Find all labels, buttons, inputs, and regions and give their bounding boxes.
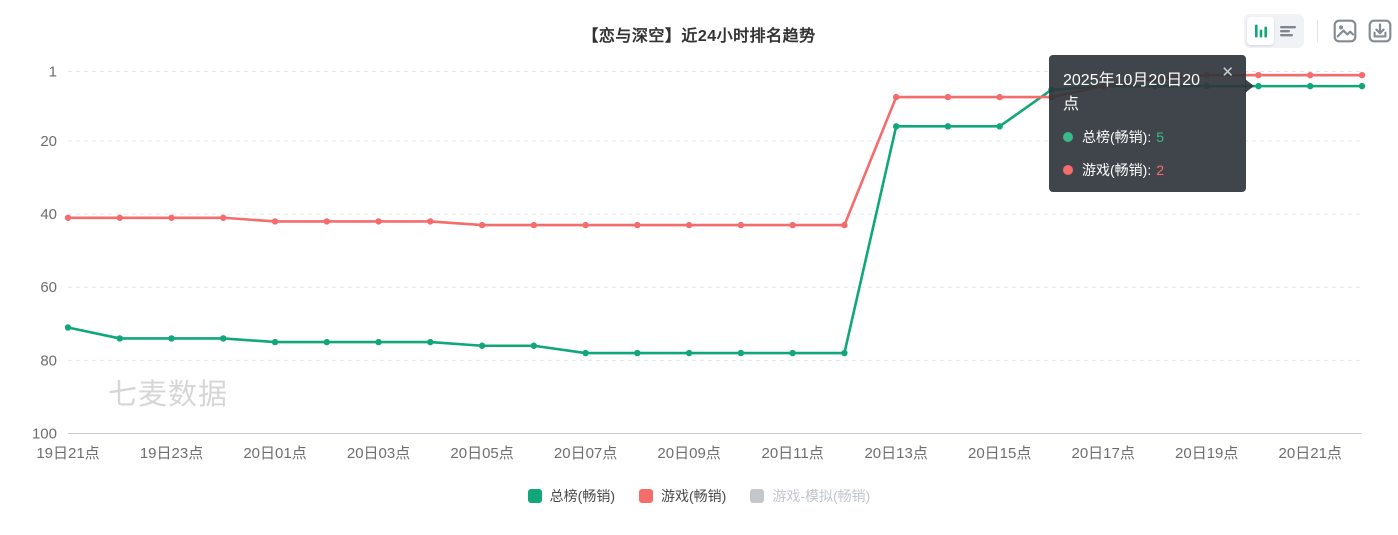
- data-point[interactable]: [634, 221, 641, 229]
- tooltip-title: 2025年10月20日20点: [1063, 72, 1200, 113]
- data-point[interactable]: [1255, 82, 1262, 90]
- watermark: 七麦数据: [108, 379, 229, 411]
- tooltip-series-value: 2: [1156, 162, 1165, 178]
- tooltip-row: 总榜(畅销): 5: [1063, 127, 1234, 147]
- data-point[interactable]: [427, 218, 434, 225]
- x-axis-label: 20日05点: [450, 445, 513, 462]
- chart-view-button[interactable]: [1247, 17, 1274, 45]
- x-axis-label: 20日13点: [864, 445, 927, 462]
- x-axis-label: 20日11点: [762, 445, 824, 462]
- bar-chart-icon: [1254, 24, 1267, 38]
- data-point[interactable]: [323, 338, 330, 346]
- data-point[interactable]: [530, 221, 538, 229]
- export-image-button[interactable]: [1331, 17, 1359, 45]
- x-axis-label: 20日21点: [1279, 445, 1342, 462]
- tooltip-series-label: 游戏(畅销):: [1082, 162, 1152, 178]
- data-point[interactable]: [944, 123, 952, 130]
- data-point[interactable]: [271, 218, 279, 225]
- y-axis-label: 60: [40, 279, 57, 296]
- toolbar: [1244, 14, 1395, 48]
- x-axis-label: 20日19点: [1175, 445, 1238, 462]
- data-point[interactable]: [375, 338, 382, 346]
- view-toggle: [1244, 14, 1304, 48]
- x-axis-label: 20日09点: [657, 445, 720, 462]
- series-dot-icon: [1063, 165, 1073, 175]
- data-point[interactable]: [737, 221, 745, 229]
- tooltip-series-value: 5: [1156, 129, 1165, 145]
- data-point[interactable]: [168, 214, 175, 221]
- x-axis-label: 20日07点: [554, 445, 617, 462]
- data-point[interactable]: [271, 338, 279, 346]
- data-point[interactable]: [427, 338, 434, 346]
- data-point[interactable]: [530, 342, 538, 349]
- download-button[interactable]: [1366, 17, 1394, 45]
- data-point[interactable]: [996, 123, 1003, 130]
- legend-swatch-icon: [639, 489, 653, 503]
- data-point[interactable]: [168, 335, 175, 342]
- data-point[interactable]: [478, 342, 486, 349]
- data-point[interactable]: [737, 349, 745, 357]
- series-dot-icon: [1063, 132, 1073, 142]
- data-point[interactable]: [1358, 82, 1366, 90]
- legend-item[interactable]: 游戏(畅销): [639, 486, 726, 506]
- data-point[interactable]: [685, 221, 693, 229]
- data-point[interactable]: [841, 349, 848, 357]
- data-point[interactable]: [582, 221, 589, 229]
- data-point[interactable]: [582, 349, 589, 357]
- data-point[interactable]: [220, 335, 227, 342]
- list-view-icon: [1279, 26, 1296, 37]
- data-point[interactable]: [1307, 71, 1314, 79]
- data-point[interactable]: [789, 349, 796, 357]
- download-icon: [1368, 19, 1392, 43]
- tooltip-arrow: [1245, 79, 1254, 93]
- legend-item[interactable]: 游戏-模拟(畅销): [750, 486, 870, 506]
- data-point[interactable]: [634, 349, 641, 357]
- data-point[interactable]: [789, 221, 796, 229]
- data-point[interactable]: [116, 214, 123, 221]
- legend-swatch-icon: [750, 489, 765, 503]
- data-point[interactable]: [996, 93, 1003, 101]
- data-point[interactable]: [478, 221, 486, 229]
- data-point[interactable]: [64, 214, 72, 221]
- tooltip-row: 游戏(畅销): 2: [1063, 160, 1234, 180]
- legend-swatch-icon: [527, 489, 542, 503]
- y-axis-label: 80: [40, 352, 57, 369]
- x-axis-label: 20日15点: [968, 445, 1031, 462]
- x-axis-label: 19日21点: [36, 445, 99, 462]
- x-axis-label: 19日23点: [140, 445, 203, 462]
- image-icon: [1333, 19, 1357, 43]
- chart-title: 【恋与深空】近24小时排名趋势: [582, 28, 816, 45]
- legend-label: 总榜(畅销): [549, 488, 615, 504]
- data-point[interactable]: [944, 93, 952, 101]
- data-point[interactable]: [841, 221, 848, 229]
- data-point[interactable]: [1307, 82, 1314, 90]
- y-axis-label: 40: [40, 206, 57, 223]
- x-axis-label: 20日03点: [347, 445, 410, 462]
- y-axis-label: 100: [32, 426, 57, 443]
- data-point[interactable]: [685, 349, 693, 357]
- chart-tooltip: 2025年10月20日20点 ✕ 总榜(畅销): 5 游戏(畅销): 2: [1049, 55, 1246, 192]
- x-axis-label: 20日17点: [1072, 445, 1135, 462]
- legend-item[interactable]: 总榜(畅销): [527, 486, 615, 506]
- toolbar-divider: [1317, 20, 1318, 42]
- legend-label: 游戏-模拟(畅销): [772, 488, 871, 504]
- tooltip-series-label: 总榜(畅销):: [1082, 129, 1152, 145]
- data-point[interactable]: [220, 214, 227, 221]
- data-point[interactable]: [116, 335, 123, 342]
- y-axis-label: 1: [49, 64, 57, 81]
- chart-legend: 总榜(畅销) 游戏(畅销) 游戏-模拟(畅销): [0, 486, 1398, 506]
- data-point[interactable]: [64, 324, 72, 331]
- list-view-button[interactable]: [1274, 17, 1301, 45]
- data-point[interactable]: [1358, 71, 1366, 79]
- data-point[interactable]: [375, 218, 382, 225]
- data-point[interactable]: [323, 218, 330, 225]
- x-axis-label: 20日01点: [243, 445, 306, 462]
- tooltip-close-icon[interactable]: ✕: [1221, 64, 1234, 81]
- y-axis-label: 20: [40, 133, 57, 150]
- legend-label: 游戏(畅销): [661, 488, 727, 504]
- data-point[interactable]: [892, 93, 900, 101]
- data-point[interactable]: [892, 123, 900, 130]
- data-point[interactable]: [1255, 71, 1262, 79]
